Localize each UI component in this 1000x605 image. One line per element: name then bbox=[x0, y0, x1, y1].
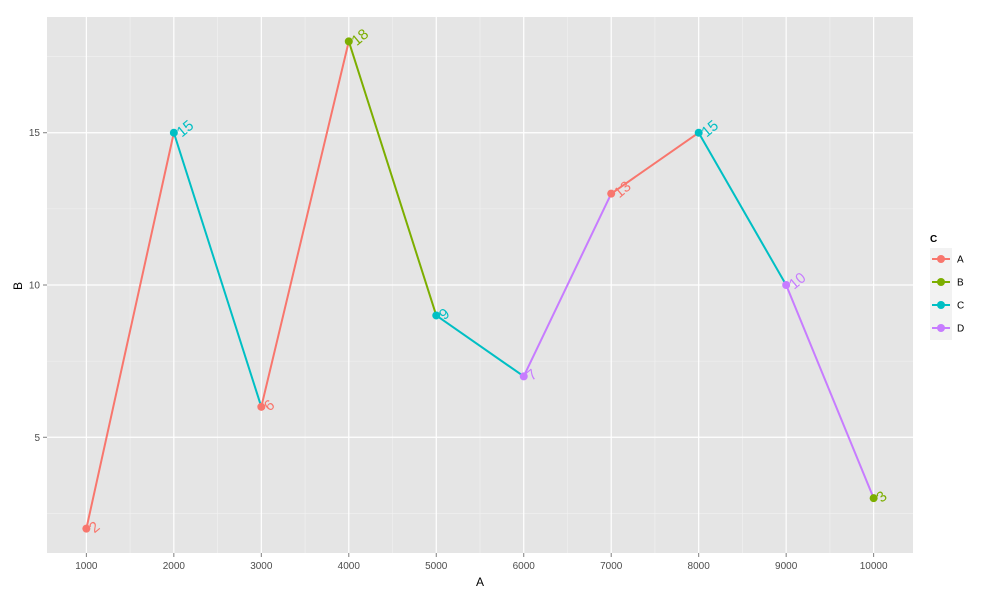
series-lines bbox=[85, 40, 875, 530]
x-tick-label: 9000 bbox=[775, 561, 798, 572]
x-tick-label: 8000 bbox=[688, 561, 711, 572]
x-tick-label: 4000 bbox=[338, 561, 361, 572]
series-line-segment-c bbox=[697, 131, 788, 286]
y-tick-label: 5 bbox=[34, 433, 40, 444]
y-axis-title: B bbox=[11, 282, 25, 290]
series-line-segment-c bbox=[172, 131, 263, 408]
x-tick-label: 7000 bbox=[600, 561, 623, 572]
series-line-segment-d bbox=[522, 192, 613, 378]
x-tick-label: 2000 bbox=[163, 561, 186, 572]
data-point-a bbox=[257, 402, 266, 411]
x-axis-title: A bbox=[476, 575, 484, 589]
series-line-segment-a bbox=[610, 131, 700, 195]
data-points bbox=[82, 37, 878, 533]
data-point-c bbox=[694, 128, 703, 137]
axes: 1000 2000 3000 4000 5000 6000 7000 8000 9000 1000… bbox=[29, 128, 888, 572]
data-point-b bbox=[344, 37, 353, 46]
data-point-b bbox=[869, 494, 878, 503]
series-line-segment-a bbox=[260, 40, 350, 408]
legend-label: C bbox=[957, 301, 964, 312]
legend-key-point-c bbox=[937, 301, 945, 309]
data-point-a bbox=[82, 524, 91, 533]
series-line-segment-c bbox=[435, 314, 525, 378]
legend-key-background bbox=[930, 248, 952, 340]
legend-key-point-b bbox=[937, 278, 945, 286]
series-line-segment-d bbox=[785, 284, 875, 500]
x-tick-label: 1000 bbox=[75, 561, 98, 572]
legend-label: D bbox=[957, 324, 964, 335]
data-point-c bbox=[432, 311, 441, 320]
x-tick-label: 3000 bbox=[250, 561, 273, 572]
x-tick-label: 10000 bbox=[860, 561, 888, 572]
data-point-d bbox=[519, 372, 528, 381]
x-tick-label: 6000 bbox=[513, 561, 536, 572]
data-point-c bbox=[169, 128, 178, 137]
series-line-segment-b bbox=[347, 40, 438, 317]
legend-label: A bbox=[957, 255, 964, 266]
y-tick-label: 10 bbox=[29, 281, 41, 292]
x-tick-label: 5000 bbox=[425, 561, 448, 572]
legend-key-point-a bbox=[937, 255, 945, 263]
y-tick-label: 15 bbox=[29, 128, 41, 139]
legend-label: B bbox=[957, 278, 964, 289]
legend: C A B C D bbox=[930, 234, 964, 340]
legend-items: A B C D bbox=[930, 248, 964, 340]
legend-key-point-d bbox=[937, 324, 945, 332]
data-point-d bbox=[782, 281, 791, 289]
legend-title: C bbox=[930, 234, 937, 245]
data-point-a bbox=[607, 189, 616, 198]
series-line-segment-a bbox=[85, 131, 175, 530]
